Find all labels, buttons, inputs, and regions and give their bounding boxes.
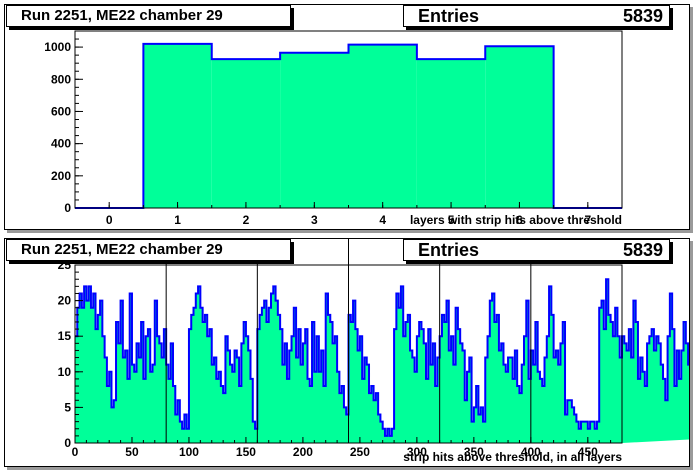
histogram-title: Run 2251, ME22 chamber 29 (6, 239, 291, 261)
x-tick-label: 250 (350, 445, 370, 459)
bar (485, 46, 554, 208)
x-tick-label: 350 (464, 445, 484, 459)
y-tick-label: 400 (51, 137, 71, 151)
stats-entries-value: 5839 (622, 240, 663, 260)
x-axis-title: layers with strip hits above threshold (410, 213, 622, 227)
y-tick-label: 15 (58, 329, 72, 343)
x-axis-title: strip hits above threshold, in all layer… (403, 450, 622, 464)
x-tick-label: 0 (106, 213, 113, 227)
x-tick-label: 5 (448, 213, 455, 227)
x-tick-label: 6 (516, 213, 523, 227)
x-tick-label: 400 (521, 445, 541, 459)
stats-box: Entries 5839 (403, 239, 670, 261)
strips-histogram-plot: 0 50 100 150 200 250 300 350 400 4500510152025str… (58, 239, 689, 464)
histogram-pad-strips: 0 50 100 150 200 250 300 350 400 450 0 5 10 15 20 25 str… (4, 238, 690, 467)
x-tick-label: 2 (243, 213, 250, 227)
histogram-fill (75, 279, 689, 443)
histogram-outline (75, 42, 622, 209)
x-tick-label: 300 (407, 445, 427, 459)
y-tick-label: 20 (58, 294, 72, 308)
stats-entries-value: 5839 (622, 6, 663, 26)
bar (211, 59, 281, 209)
x-tick-label: 3 (311, 213, 318, 227)
histogram-pad-layers: 0 1 2 3 4 5 6 7 0 200 400 600 800 1000 layers with str… (4, 4, 690, 230)
y-tick-label: 200 (51, 169, 71, 183)
bar (416, 59, 486, 209)
x-tick-label: 450 (578, 445, 598, 459)
stats-entries-label: Entries (418, 6, 480, 26)
histogram-title: Run 2251, ME22 chamber 29 (6, 5, 291, 27)
stats-box: Entries 5839 (403, 5, 670, 27)
y-tick-label: 600 (51, 104, 71, 118)
y-tick-label: 0 (64, 436, 71, 450)
x-tick-label: 4 (379, 213, 386, 227)
x-tick-label: 7 (584, 213, 591, 227)
bar (280, 52, 349, 208)
x-tick-label: 1 (174, 213, 181, 227)
x-tick-label: 150 (236, 445, 256, 459)
y-tick-label: 5 (64, 400, 71, 414)
bar (143, 43, 212, 208)
y-tick-label: 0 (64, 201, 71, 215)
y-tick-label: 10 (58, 365, 72, 379)
x-tick-label: 0 (72, 445, 79, 459)
stats-entries-label: Entries (418, 240, 480, 260)
bar (348, 44, 417, 208)
x-tick-label: 50 (125, 445, 139, 459)
y-tick-label: 800 (51, 72, 71, 86)
y-tick-label: 1000 (44, 40, 71, 54)
layers-histogram-plot: 0 1 2 3 4 5 6 7 0 200 400 600 800 1000 layers with str… (44, 30, 623, 227)
x-tick-label: 200 (293, 445, 313, 459)
x-tick-label: 100 (179, 445, 199, 459)
